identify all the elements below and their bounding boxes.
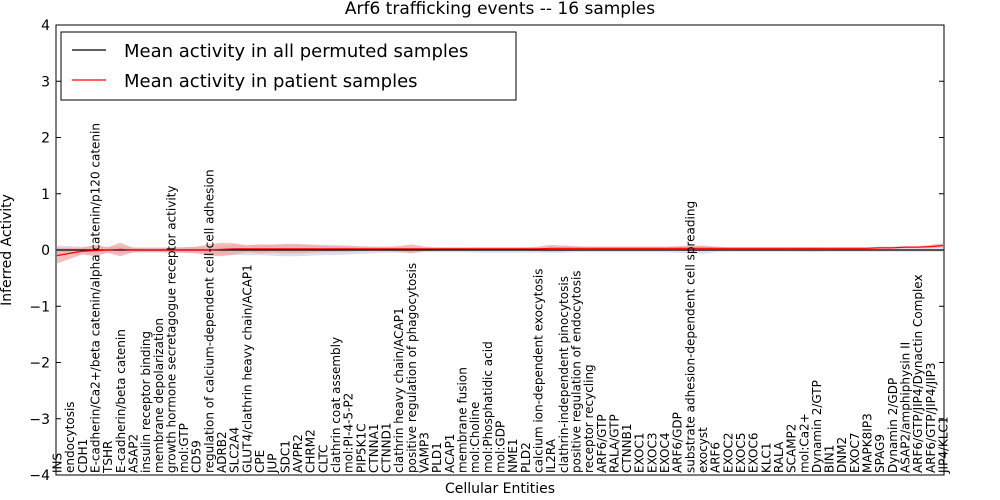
x-tick-label: receptor recycling [582,364,596,473]
x-tick-label: CDH1 [76,439,90,473]
y-tick-label: −1 [29,299,50,315]
x-tick-label: SPAG9 [873,434,887,473]
series-band [57,242,943,264]
y-tick-label: 4 [41,18,50,34]
x-tick-label: ASAP2 [126,434,140,473]
x-tick-label: ARF6/GDP [671,412,685,473]
legend: Mean activity in all permuted samples Me… [60,31,517,101]
x-tick-label: GLUT4/clathrin heavy chain/ACAP1 [240,264,254,473]
legend-label-patient: Mean activity in patient samples [124,71,418,92]
x-tick-label: KLC1 [759,442,773,473]
x-tick-label: RALA [772,441,786,473]
x-tick-label: positive regulation of endocytosis [569,270,583,473]
x-tick-label: PLD1 [430,442,444,473]
x-axis-label: Cellular Entities [445,481,555,497]
y-tick-label: −2 [29,356,50,372]
x-tick-label: DNM2 [835,437,849,473]
x-tick-label: EXOC6 [747,433,761,474]
x-tick-label: exocyst [696,427,710,473]
x-tick-label: TSHR [101,441,115,474]
x-tick-label: ARF6/GTP/JIP4/JIP3 [924,362,938,473]
y-tick-label: 0 [41,243,50,259]
x-tick-label: PLD2 [519,442,533,473]
x-tick-label: SLC2A4 [228,427,242,473]
x-tick-label: mol:GDP [494,421,508,473]
x-tick-label: ADRB2 [215,431,229,473]
x-tick-label: insulin receptor binding [139,331,153,473]
x-tick-label: E-cadherin/Ca2+/beta catenin/alpha caten… [88,123,102,473]
x-tick-label: BIN1 [823,445,837,473]
x-tick-label: mol:GTP [177,423,191,473]
confidence-bands [57,242,943,264]
x-tick-label: CLTC [316,445,330,473]
x-tick-label: Dynamin 2/GDP [886,378,900,473]
x-tick-label: EXOC4 [658,433,672,474]
series-line [56,244,944,257]
x-tick-label: ARF6/GTP/JIP4/Dynactin Complex [911,274,925,473]
x-tick-label: EXOC3 [645,433,659,474]
x-tick-label: CTNNA1 [367,423,381,473]
x-tick-label: mol:Choline [468,402,482,473]
x-tick-label: clathrin coat assembly [329,337,343,473]
x-tick-label: INS [51,453,65,473]
x-tick-label: E-cadherin/beta catenin [114,329,128,473]
series-lines [56,244,944,257]
x-tick-label: ARF6/GTP [595,414,609,473]
chart-title: Arf6 trafficking events -- 16 samples [345,0,655,19]
x-tick-label: MAPK8IP3 [861,413,875,473]
y-tick-label: 2 [41,131,50,147]
x-tick-label: VAMP3 [418,432,432,473]
x-tick-label: CTNNB1 [620,423,634,473]
x-tick-label: IL2RA [544,438,558,473]
x-tick-label: growth hormone secretagogue receptor act… [164,186,178,473]
x-tick-label: RALA/GTP [607,414,621,473]
x-tick-label: ACAP1 [443,434,457,473]
x-tick-label: membrane depolarization [152,318,166,473]
x-tick-label: CD59 [190,440,204,473]
y-tick-label: −3 [29,412,50,428]
x-tick-label: membrane fusion [456,367,470,473]
x-tick-label: EXOC5 [734,433,748,474]
x-tick-label: NME1 [506,438,520,473]
x-tick-label: clathrin heavy chain/ACAP1 [392,307,406,473]
x-tick-label: EXOC1 [633,433,647,474]
x-tick-label: Dynamin 2/GTP [810,380,824,473]
x-tick-label: endocytosis [63,401,77,473]
x-tick-label: ASAP2/amphiphysin II [899,342,913,473]
y-axis-ticks: 4 3 2 1 0 −1 −2 −3 −4 [29,18,944,484]
x-tick-label: JUP [266,453,280,474]
y-tick-label: 3 [41,74,50,90]
x-tick-label: mol:Phosphatidic acid [481,341,495,473]
legend-box [60,31,517,101]
x-tick-label: clathrin-independent pinocytosis [557,276,571,473]
y-tick-label: −4 [29,468,50,484]
x-tick-label: EXOC2 [721,433,735,474]
x-tick-label: mol:Ca2+ [797,413,811,473]
x-tick-label: regulation of calcium-dependent cell-cel… [202,169,216,473]
x-tick-label: CTNND1 [380,422,394,473]
x-tick-label: CHRM2 [304,429,318,473]
x-tick-label: positive regulation of phagocytosis [405,263,419,473]
x-tick-label: SCAMP2 [785,424,799,473]
x-tick-label: mol:PI-4-5-P2 [342,393,356,473]
x-tick-label: AVPR2 [291,434,305,473]
x-tick-label: SDC1 [278,440,292,473]
legend-label-permuted: Mean activity in all permuted samples [124,41,468,62]
x-tick-label: CPE [253,450,267,473]
x-tick-label: substrate adhesion-dependent cell spread… [683,201,697,473]
x-tick-label: EXOC7 [848,433,862,474]
x-tick-label: PIP5K1C [354,423,368,473]
x-tick-label: ARF6 [709,442,723,473]
x-tick-label: calcium ion-dependent exocytosis [531,269,545,474]
y-axis-label: Inferred Activity [0,194,15,306]
y-tick-label: 1 [41,187,50,203]
